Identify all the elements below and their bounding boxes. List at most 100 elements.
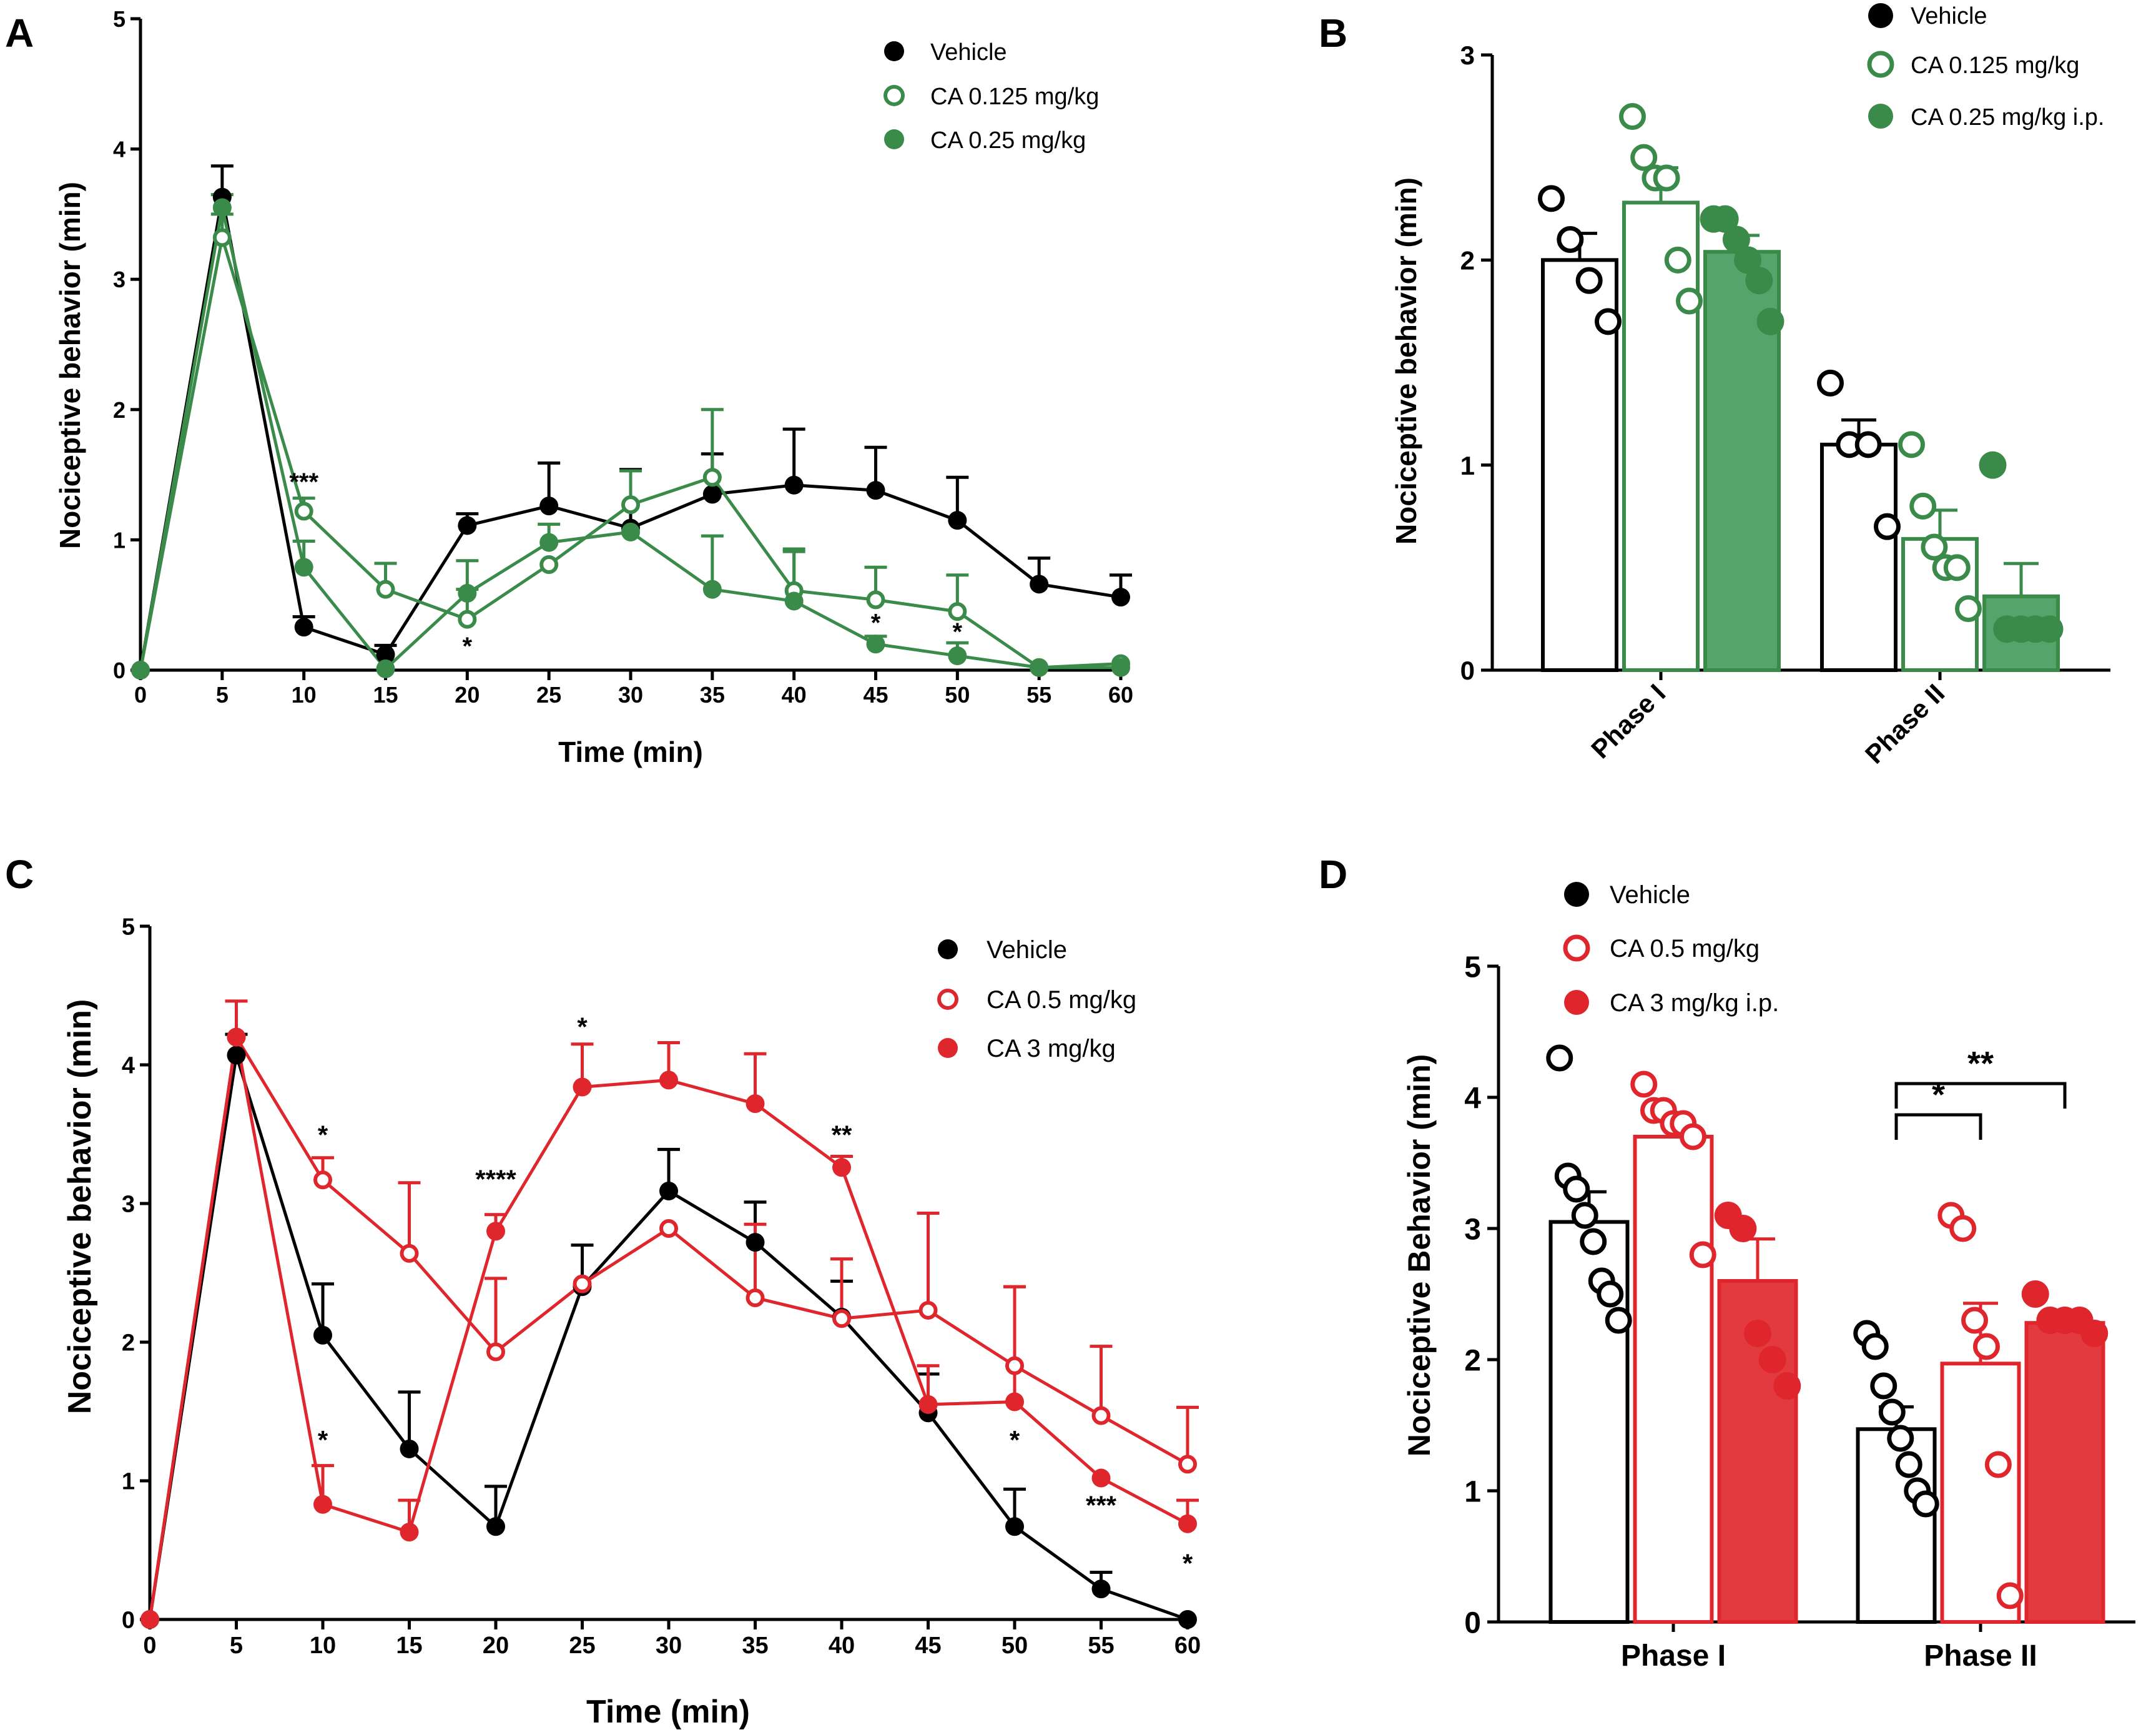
data-point: [313, 1495, 332, 1514]
significance-label: *: [1932, 1076, 1945, 1114]
y-tick-label: 5: [113, 6, 126, 32]
data-point: [1895, 1451, 1922, 1478]
data-point: [486, 1342, 505, 1362]
data-point: [1563, 1175, 1590, 1203]
y-tick-label: 2: [1464, 1344, 1481, 1377]
legend-label-ca-025: CA 0.25 mg/kg i.p.: [1911, 104, 2105, 131]
data-point: [702, 468, 722, 487]
data-point: [376, 659, 395, 678]
x-tick-label: 35: [700, 682, 725, 708]
legend-label-ca-3: CA 3 mg/kg: [987, 1035, 1116, 1062]
data-point: [1955, 595, 1982, 622]
chart-d-legend: Vehicle CA 0.5 mg/kg CA 3 mg/kg i.p.: [1563, 881, 1779, 1017]
data-point: [1909, 492, 1937, 520]
data-point: [702, 485, 722, 504]
chart-a-xlabel: Time (min): [558, 736, 703, 768]
data-point: [212, 198, 232, 217]
data-point: [866, 635, 885, 654]
x-tick-label: 15: [373, 682, 398, 708]
significance-label: **: [832, 1120, 852, 1150]
data-point: [539, 497, 559, 516]
x-tick-label: 55: [1088, 1633, 1114, 1659]
x-tick-label: 0: [134, 682, 147, 708]
legend-label-vehicle: Vehicle: [930, 39, 1007, 66]
data-point: [1943, 554, 1971, 581]
data-point: [539, 533, 559, 552]
significance-label: ****: [475, 1165, 516, 1194]
legend-label-ca-025: CA 0.25 mg/kg: [930, 127, 1086, 154]
bar: [1940, 1362, 2021, 1624]
data-point: [1030, 575, 1049, 594]
x-category-label: Phase I: [1621, 1639, 1726, 1673]
x-tick-label: 60: [1174, 1633, 1201, 1659]
legend-label-vehicle: Vehicle: [1911, 3, 1987, 29]
legend-marker-ca-3: [1564, 990, 1589, 1015]
data-point: [832, 1309, 851, 1328]
x-tick-label: 35: [742, 1633, 768, 1659]
legend-label-vehicle: Vehicle: [1610, 881, 1690, 909]
data-point: [1111, 588, 1130, 607]
significance-label: *: [871, 609, 881, 636]
data-point: [1921, 533, 1948, 561]
data-point: [1664, 246, 1691, 274]
y-tick-label: 1: [113, 527, 126, 553]
chart-b-ylabel: Nociceptive behavior (min): [1390, 177, 1422, 545]
legend-label-ca-05: CA 0.5 mg/kg: [1610, 935, 1760, 962]
data-point: [1972, 1333, 2000, 1360]
significance-label: *: [1010, 1425, 1020, 1455]
data-point: [1744, 1320, 1771, 1347]
chart-panel-d: Nociceptive Behavior (min) Vehicle CA 0.…: [1402, 881, 2135, 1673]
x-tick-label: 30: [656, 1633, 682, 1659]
legend-label-ca-05: CA 0.5 mg/kg: [987, 986, 1136, 1014]
data-point: [948, 646, 967, 666]
y-tick-label: 1: [122, 1469, 135, 1495]
data-point: [1091, 1579, 1111, 1599]
data-point: [1005, 1356, 1024, 1375]
x-category-label: Phase I: [1585, 678, 1671, 764]
data-point: [1091, 1468, 1111, 1488]
x-tick-label: 10: [292, 682, 317, 708]
x-tick-label: 20: [483, 1633, 509, 1659]
data-point: [1979, 451, 2007, 479]
data-point: [746, 1288, 765, 1307]
data-point: [659, 1182, 678, 1201]
data-point: [1734, 246, 1762, 274]
bar: [2024, 1321, 2105, 1624]
data-point: [784, 591, 804, 611]
data-point: [1680, 1123, 1706, 1150]
data-point: [1619, 103, 1646, 130]
data-point: [659, 1070, 678, 1090]
series-line-3: [139, 205, 1121, 671]
data-point: [313, 1325, 332, 1345]
data-point: [1111, 658, 1130, 677]
data-point: [866, 590, 885, 610]
x-tick-label: 50: [945, 682, 970, 708]
x-tick-label: 55: [1026, 682, 1051, 708]
data-point: [659, 1218, 678, 1238]
data-point: [621, 522, 640, 541]
data-point: [294, 502, 313, 521]
x-tick-label: 45: [915, 1633, 941, 1659]
data-point: [1605, 1307, 1632, 1334]
data-point: [1722, 225, 1750, 254]
data-point: [1005, 1517, 1024, 1536]
chart-d-ylabel: Nociceptive Behavior (min): [1402, 1054, 1437, 1457]
data-point: [1756, 307, 1784, 335]
data-point: [2080, 1320, 2109, 1347]
y-tick-label: 3: [122, 1192, 135, 1218]
data-point: [1178, 1455, 1197, 1474]
data-point: [1758, 1346, 1786, 1373]
legend-label-vehicle: Vehicle: [987, 936, 1067, 964]
data-point: [866, 481, 885, 500]
x-tick-label: 40: [782, 682, 807, 708]
bar: [1622, 200, 1700, 672]
legend-marker-ca-025: [1868, 104, 1893, 129]
data-point: [376, 580, 395, 599]
data-point: [1689, 1241, 1716, 1268]
data-point: [948, 602, 967, 621]
significance-label: *: [577, 1012, 588, 1041]
x-category-label: Phase II: [1859, 678, 1950, 769]
y-tick-label: 0: [113, 658, 126, 683]
data-point: [784, 475, 804, 495]
data-point: [1949, 1215, 1977, 1242]
